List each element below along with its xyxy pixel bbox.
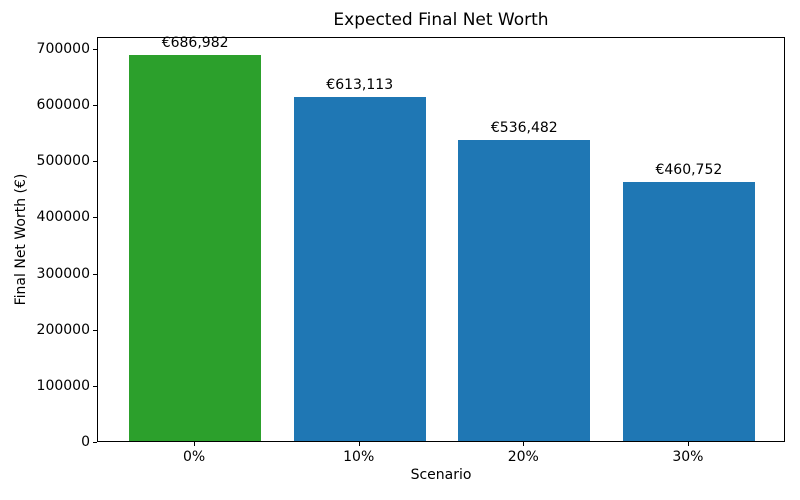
y-tick bbox=[93, 105, 97, 107]
bar-value-label: €613,113 bbox=[326, 76, 394, 93]
bar-value-label: €460,752 bbox=[655, 162, 723, 179]
x-tick-label: 30% bbox=[672, 449, 704, 465]
y-tick-label: 100000 bbox=[36, 377, 90, 394]
y-tick-label: 200000 bbox=[36, 321, 90, 338]
x-tick-label: 20% bbox=[507, 449, 539, 465]
y-tick bbox=[93, 329, 97, 331]
y-tick-label: 0 bbox=[81, 434, 90, 450]
y-tick-label: 300000 bbox=[36, 265, 90, 282]
bar-value-label: €536,482 bbox=[490, 119, 558, 136]
x-tick bbox=[523, 442, 525, 446]
y-tick bbox=[93, 48, 97, 50]
y-tick bbox=[93, 273, 97, 275]
plot-area: €686,982 €613,113 €536,482 €460,752 bbox=[97, 35, 785, 442]
y-tick-label: 700000 bbox=[36, 40, 90, 57]
y-tick-label: 400000 bbox=[36, 209, 90, 226]
bar-value-label: €686,982 bbox=[161, 35, 229, 52]
y-tick-label: 500000 bbox=[36, 153, 90, 170]
chart-title: Expected Final Net Worth bbox=[333, 10, 549, 30]
bar-30% bbox=[623, 182, 755, 441]
y-tick bbox=[93, 161, 97, 163]
x-tick bbox=[358, 442, 360, 446]
y-tick bbox=[93, 217, 97, 219]
x-tick-label: 10% bbox=[343, 449, 375, 465]
x-tick bbox=[194, 442, 196, 446]
y-tick bbox=[93, 442, 97, 443]
x-tick bbox=[687, 442, 689, 446]
x-tick-label: 0% bbox=[183, 449, 206, 465]
y-tick bbox=[93, 385, 97, 387]
bar-20% bbox=[458, 139, 591, 441]
x-axis-label: Scenario bbox=[410, 467, 472, 483]
y-tick-label: 600000 bbox=[36, 97, 90, 114]
bar-10% bbox=[293, 96, 426, 441]
bar-0% bbox=[129, 55, 261, 441]
